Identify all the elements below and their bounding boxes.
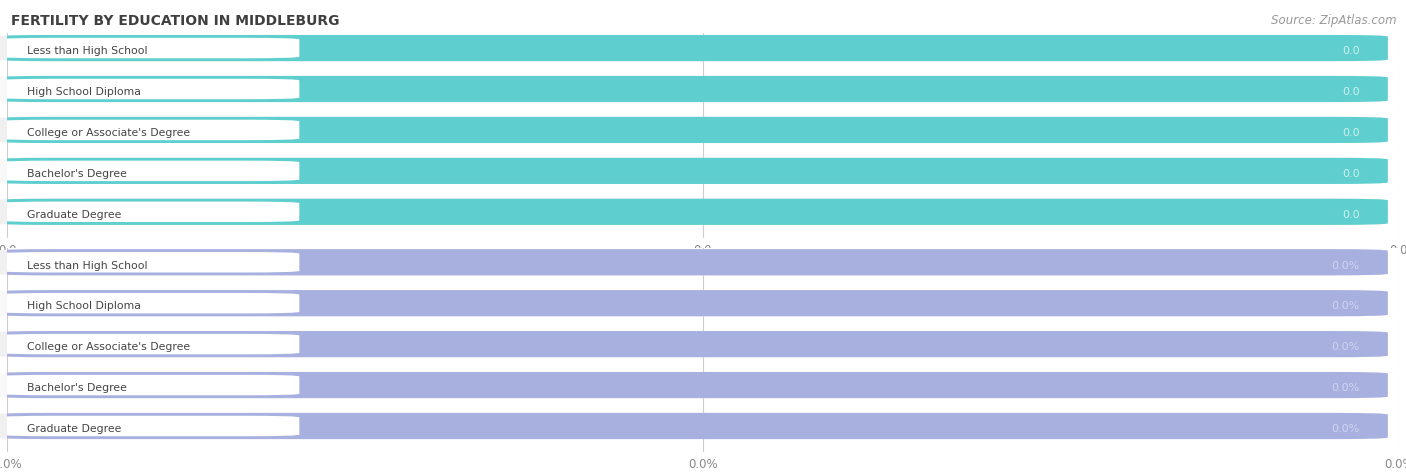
Text: College or Associate's Degree: College or Associate's Degree	[27, 128, 190, 138]
FancyBboxPatch shape	[0, 117, 1388, 143]
Text: 0.0: 0.0	[1343, 46, 1360, 56]
Text: Bachelor's Degree: Bachelor's Degree	[27, 383, 127, 393]
FancyBboxPatch shape	[0, 117, 1388, 143]
Text: Graduate Degree: Graduate Degree	[27, 210, 121, 220]
Text: High School Diploma: High School Diploma	[27, 301, 141, 311]
Text: 0.0%: 0.0%	[1331, 424, 1360, 434]
FancyBboxPatch shape	[0, 76, 1388, 102]
Text: 0.0: 0.0	[1343, 128, 1360, 138]
Text: 0.0%: 0.0%	[1331, 383, 1360, 393]
FancyBboxPatch shape	[0, 290, 1388, 316]
Text: Less than High School: Less than High School	[27, 260, 148, 270]
Text: 0.0: 0.0	[1343, 87, 1360, 97]
FancyBboxPatch shape	[0, 372, 1388, 398]
FancyBboxPatch shape	[0, 158, 1388, 184]
FancyBboxPatch shape	[0, 35, 1388, 61]
Text: 0.0%: 0.0%	[1331, 301, 1360, 311]
FancyBboxPatch shape	[0, 293, 299, 313]
Text: Bachelor's Degree: Bachelor's Degree	[27, 169, 127, 179]
Text: 0.0: 0.0	[1343, 169, 1360, 179]
Text: High School Diploma: High School Diploma	[27, 87, 141, 97]
FancyBboxPatch shape	[0, 201, 299, 222]
FancyBboxPatch shape	[0, 76, 1388, 102]
FancyBboxPatch shape	[0, 249, 1388, 275]
FancyBboxPatch shape	[0, 198, 1388, 225]
Text: Graduate Degree: Graduate Degree	[27, 424, 121, 434]
FancyBboxPatch shape	[0, 249, 1388, 275]
FancyBboxPatch shape	[0, 375, 299, 395]
FancyBboxPatch shape	[0, 331, 1388, 357]
FancyBboxPatch shape	[0, 413, 1388, 439]
FancyBboxPatch shape	[0, 158, 1388, 184]
Text: 0.0%: 0.0%	[1331, 342, 1360, 352]
FancyBboxPatch shape	[0, 252, 299, 272]
FancyBboxPatch shape	[0, 331, 1388, 357]
Text: 0.0%: 0.0%	[1331, 260, 1360, 270]
FancyBboxPatch shape	[0, 334, 299, 354]
FancyBboxPatch shape	[0, 413, 1388, 439]
FancyBboxPatch shape	[0, 416, 299, 436]
Text: Less than High School: Less than High School	[27, 46, 148, 56]
Text: College or Associate's Degree: College or Associate's Degree	[27, 342, 190, 352]
FancyBboxPatch shape	[0, 160, 299, 181]
Text: FERTILITY BY EDUCATION IN MIDDLEBURG: FERTILITY BY EDUCATION IN MIDDLEBURG	[11, 14, 340, 28]
Text: 0.0: 0.0	[1343, 210, 1360, 220]
FancyBboxPatch shape	[0, 35, 1388, 61]
FancyBboxPatch shape	[0, 119, 299, 140]
FancyBboxPatch shape	[0, 198, 1388, 225]
FancyBboxPatch shape	[0, 79, 299, 99]
FancyBboxPatch shape	[0, 372, 1388, 398]
FancyBboxPatch shape	[0, 38, 299, 58]
FancyBboxPatch shape	[0, 290, 1388, 316]
Text: Source: ZipAtlas.com: Source: ZipAtlas.com	[1271, 14, 1396, 27]
